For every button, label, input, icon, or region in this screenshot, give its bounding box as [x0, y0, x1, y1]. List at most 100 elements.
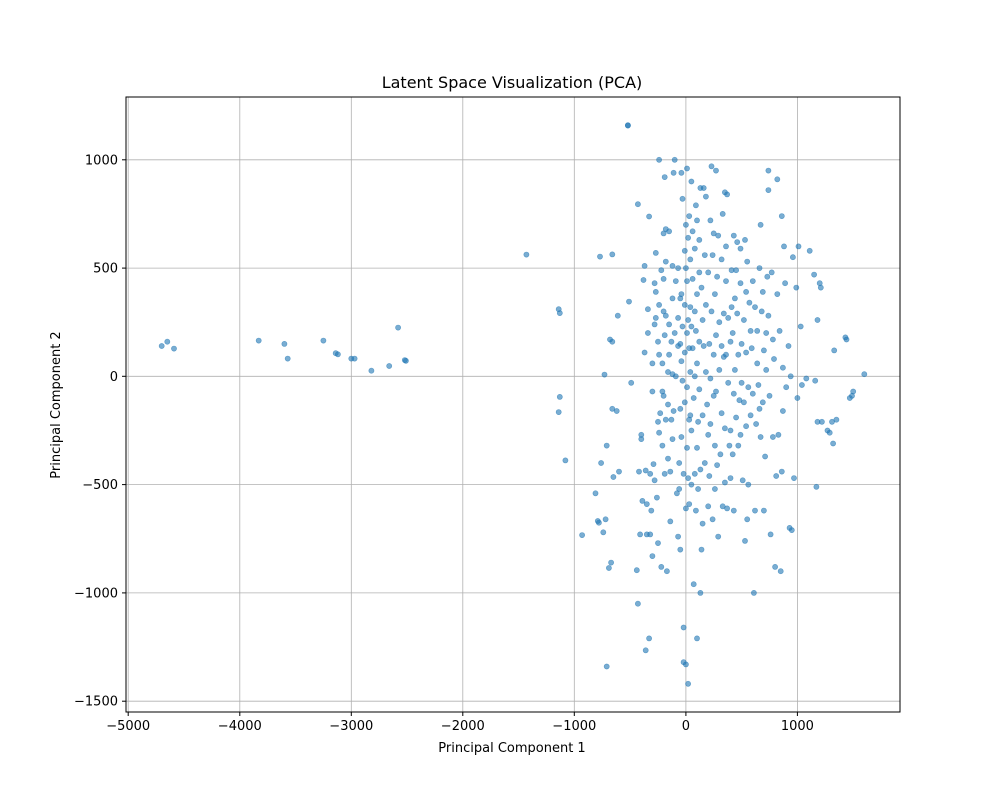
data-point: [685, 317, 691, 323]
data-point: [715, 533, 722, 540]
data-point: [687, 304, 694, 310]
plot-frame: [125, 96, 901, 713]
data-point: [743, 423, 749, 430]
data-point: [351, 355, 358, 362]
data-point: [765, 187, 772, 193]
data-point: [726, 442, 733, 449]
data-point: [782, 280, 788, 287]
data-point: [555, 409, 562, 415]
x-tick-label: −5000: [106, 719, 150, 734]
data-point: [699, 317, 706, 323]
data-point: [814, 317, 821, 323]
data-point: [680, 470, 687, 477]
data-point: [717, 451, 724, 458]
data-point: [655, 540, 661, 546]
grid-lines: [126, 97, 900, 712]
data-point: [795, 243, 802, 250]
data-point: [651, 280, 658, 287]
data-point: [646, 213, 652, 220]
data-point: [826, 429, 833, 436]
data-point: [684, 165, 690, 172]
data-point: [744, 516, 751, 523]
data-point: [685, 680, 691, 687]
data-point: [764, 273, 771, 280]
data-point: [667, 518, 674, 525]
data-point: [698, 284, 705, 291]
data-point: [171, 345, 177, 352]
data-point: [759, 288, 766, 295]
data-point: [579, 532, 585, 538]
data-point: [725, 379, 732, 386]
data-point: [712, 486, 718, 492]
data-point: [761, 507, 767, 514]
data-point: [770, 336, 776, 343]
data-point: [603, 442, 610, 449]
data-point: [694, 291, 700, 297]
data-point: [255, 337, 262, 344]
data-point: [666, 321, 672, 328]
data-point: [603, 663, 610, 670]
data-point: [776, 327, 783, 334]
data-point: [754, 327, 761, 334]
data-point: [638, 431, 645, 438]
data-point: [689, 275, 696, 282]
data-point: [598, 460, 604, 466]
data-point: [683, 505, 689, 512]
data-point: [749, 390, 756, 397]
data-point: [697, 466, 704, 473]
data-point: [722, 425, 728, 432]
data-point: [695, 418, 701, 425]
data-point: [713, 388, 719, 395]
axis-ticks: −5000 −4000 −3000 −2000 −1000 0 1000−1500−1000…: [74, 153, 814, 734]
data-point: [753, 421, 759, 427]
data-point: [704, 401, 710, 408]
data-point: [602, 516, 609, 523]
data-point: [681, 349, 688, 356]
data-point: [668, 338, 675, 345]
data-point: [656, 301, 662, 308]
data-point: [671, 330, 678, 336]
data-point: [773, 473, 780, 479]
data-point: [747, 412, 754, 419]
data-point: [657, 410, 664, 417]
data-point: [781, 243, 787, 250]
data-point: [819, 418, 825, 425]
data-point: [658, 564, 665, 570]
data-point: [817, 284, 824, 291]
data-point: [649, 388, 656, 395]
data-point: [645, 306, 651, 313]
data-point: [850, 388, 857, 395]
data-point: [655, 418, 661, 425]
data-point: [667, 468, 674, 475]
x-tick-label: −4000: [218, 719, 262, 734]
data-point: [766, 392, 773, 399]
data-point: [693, 202, 699, 209]
data-point: [694, 635, 700, 642]
data-point: [738, 379, 745, 386]
data-point: [730, 232, 737, 239]
data-point: [718, 343, 725, 349]
data-point: [756, 405, 763, 412]
data-point: [793, 284, 800, 291]
data-point: [790, 254, 796, 261]
data-point: [680, 624, 687, 631]
data-point: [694, 217, 700, 224]
data-point: [767, 531, 774, 538]
data-point: [681, 247, 688, 254]
data-point: [656, 351, 662, 358]
data-point: [733, 414, 739, 421]
data-point: [712, 442, 718, 449]
data-point: [747, 327, 754, 334]
data-point: [737, 431, 744, 438]
data-point: [774, 176, 781, 183]
data-point: [830, 440, 836, 447]
data-point: [745, 384, 752, 391]
data-point: [780, 364, 786, 371]
data-point: [656, 156, 662, 163]
data-point: [720, 310, 727, 317]
data-point: [861, 371, 868, 378]
data-point: [757, 434, 764, 440]
data-point: [665, 455, 671, 462]
data-point: [660, 392, 667, 399]
data-point: [648, 507, 655, 514]
